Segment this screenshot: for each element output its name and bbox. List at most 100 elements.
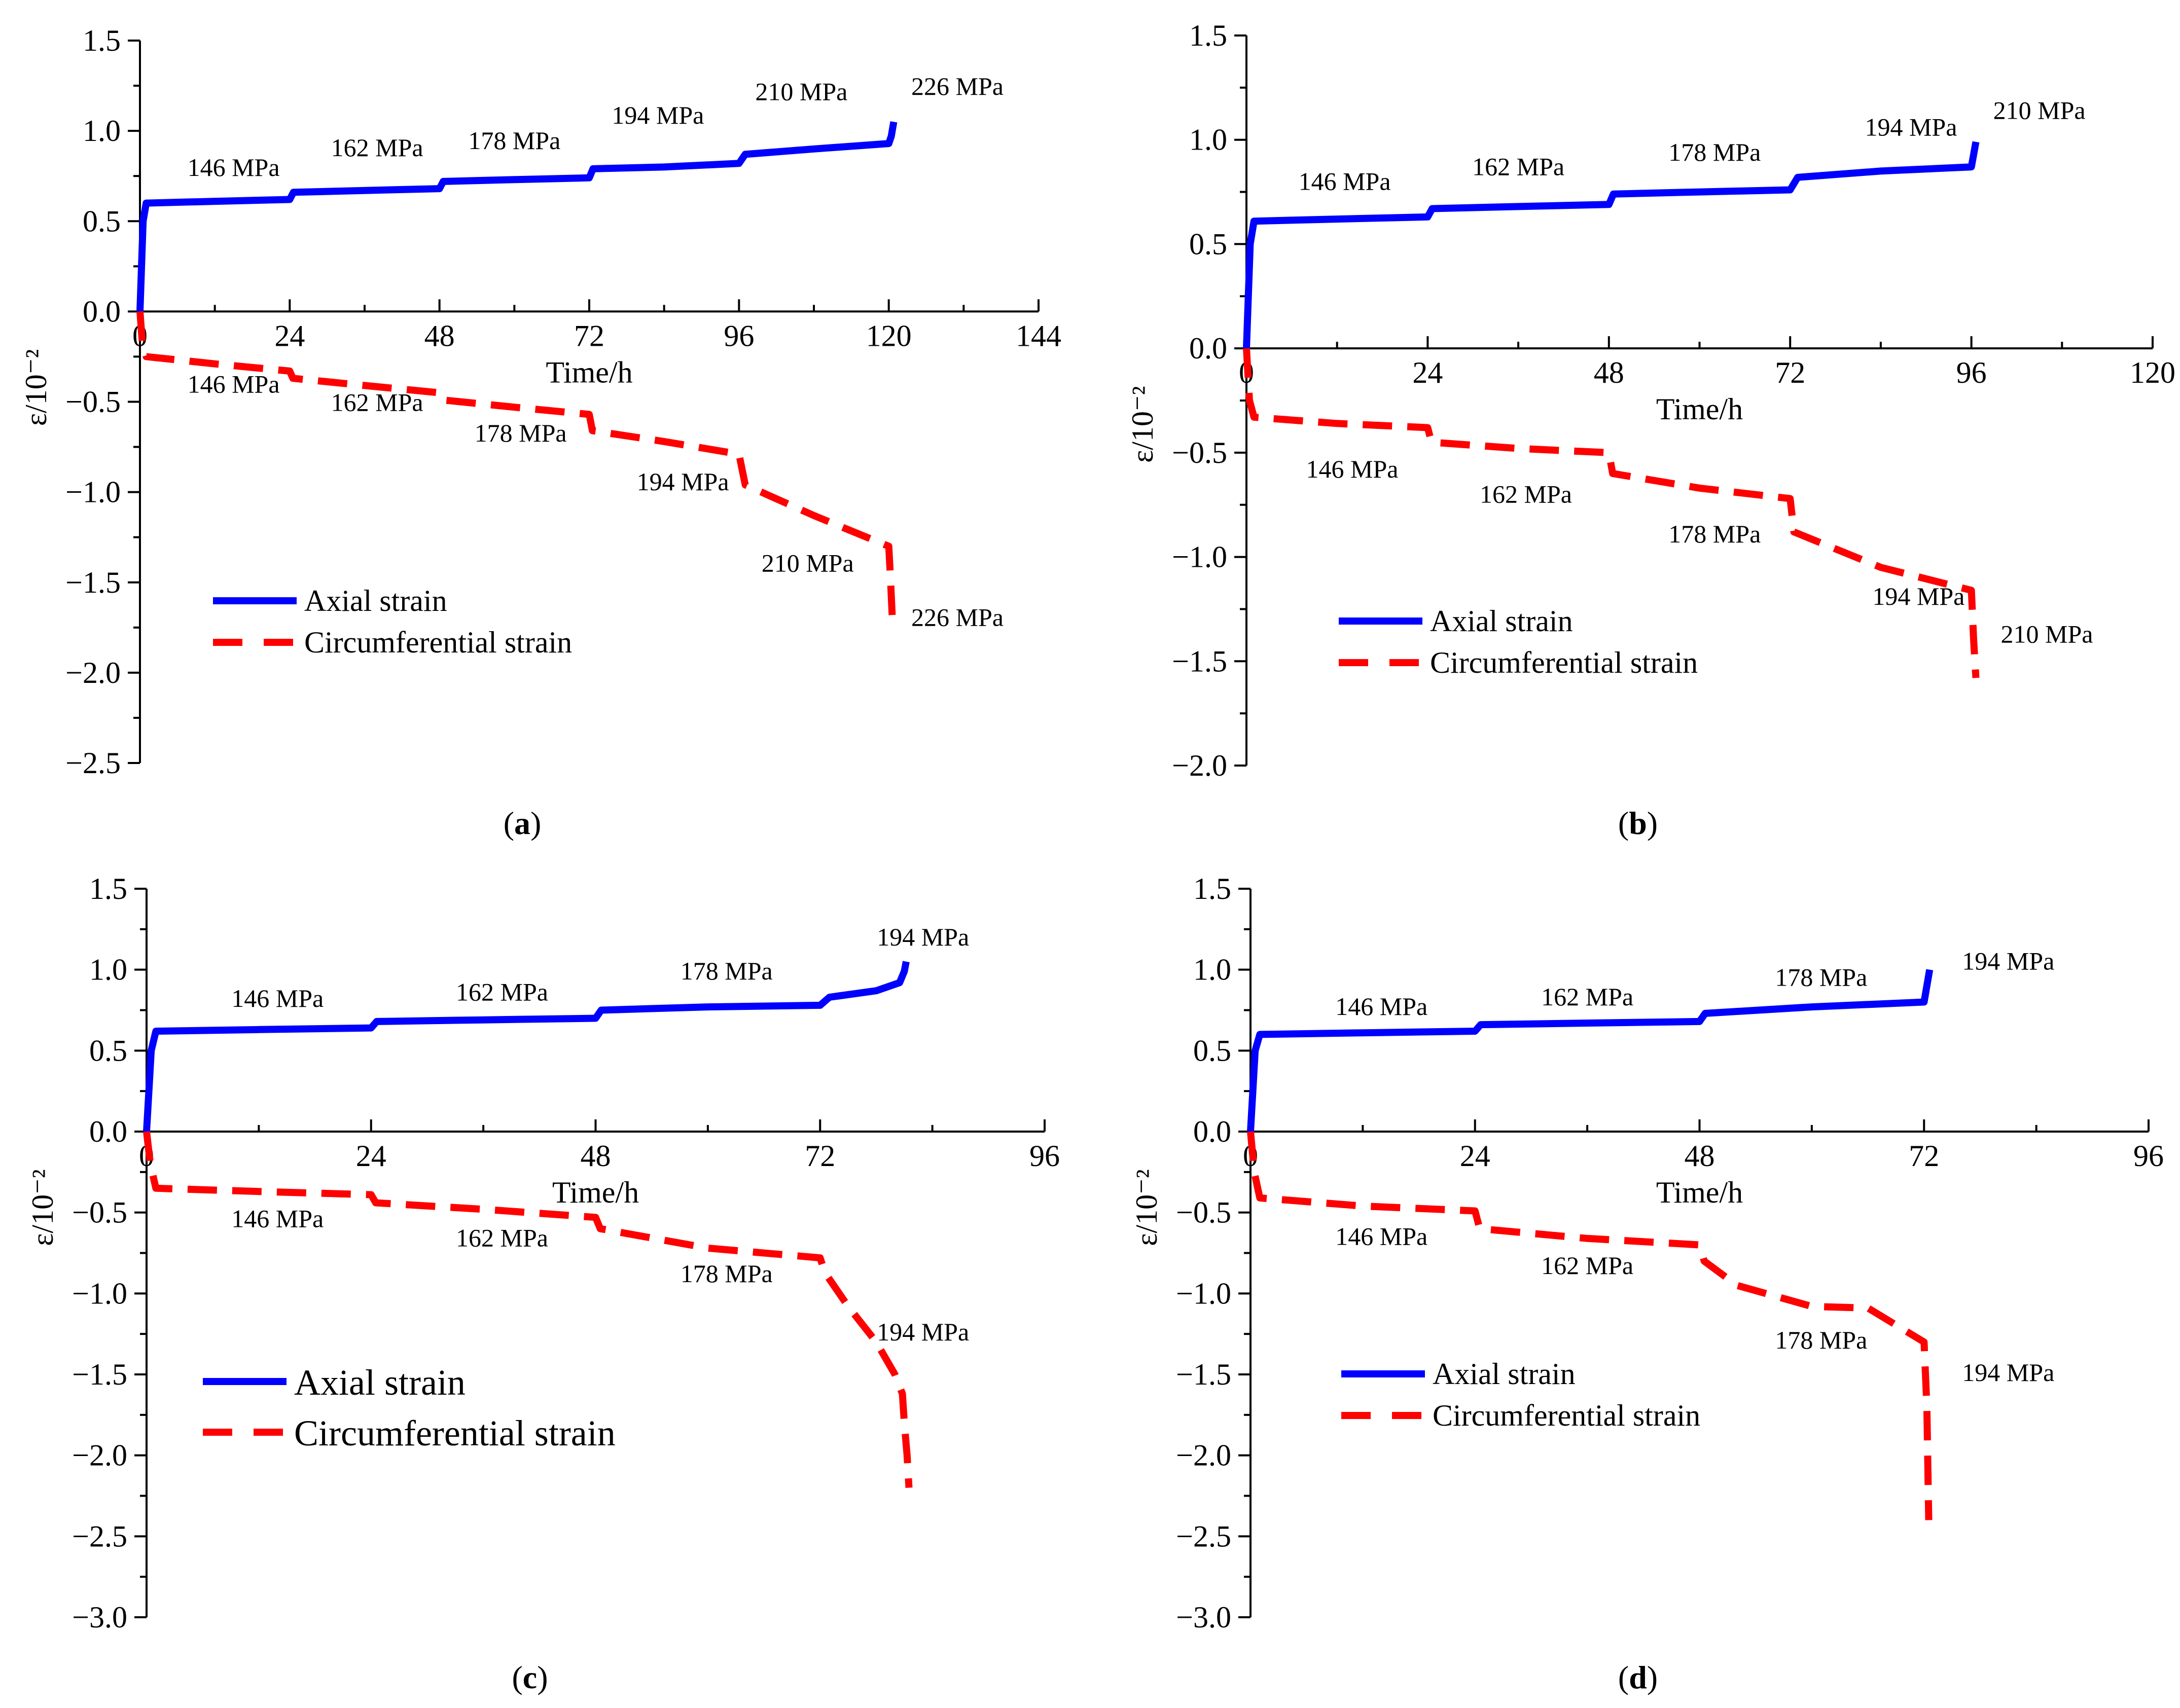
y-tick-label: −1.5 (65, 566, 121, 599)
y-tick-label: −1.0 (72, 1277, 127, 1310)
y-tick-label: 1.0 (1193, 953, 1231, 987)
panel-label: (b) (1618, 805, 1658, 841)
y-tick-label: −0.5 (65, 385, 121, 419)
x-tick-label: 96 (1956, 356, 1987, 389)
circumferential-stress-label: 162 MPa (456, 1224, 548, 1252)
circumferential-stress-label: 146 MPa (188, 370, 280, 398)
axial-stress-label: 162 MPa (1541, 983, 1633, 1011)
x-axis-title: Time/h (1656, 1176, 1743, 1209)
y-tick-label: 0.5 (89, 1034, 127, 1067)
x-tick-label: 72 (1909, 1139, 1939, 1173)
x-tick-label: 96 (1029, 1139, 1060, 1173)
circumferential-stress-label: 178 MPa (1668, 520, 1761, 548)
y-axis-title: ε/10⁻² (19, 349, 53, 426)
circumferential-stress-label: 194 MPa (1872, 582, 1964, 610)
x-axis-title: Time/h (1656, 392, 1743, 426)
y-tick-label: 0.0 (83, 295, 121, 328)
x-tick-label: 24 (274, 319, 305, 352)
axial-stress-label: 162 MPa (331, 133, 423, 162)
panel-letter: c (523, 1659, 537, 1695)
circumferential-stress-label: 194 MPa (877, 1318, 969, 1346)
y-tick-label: −1.5 (1172, 644, 1227, 678)
axial-stress-label: 178 MPa (1775, 963, 1867, 992)
legend: Axial strain Circumferential strain (1341, 1357, 1700, 1432)
legend-axial-label: Axial strain (1433, 1357, 1576, 1391)
y-tick-label: −2.5 (1176, 1519, 1231, 1553)
panel-letter: b (1629, 805, 1647, 841)
legend-axial-label: Axial strain (304, 584, 447, 617)
circumferential-stress-label: 178 MPa (475, 419, 567, 447)
axial-strain-line (143, 961, 910, 1132)
panel-c: 1.51.00.50.0−0.5−1.0−1.5−2.0−2.5−3.00 24 4… (26, 872, 1060, 1695)
panel-b: 1.51.00.50.0−0.5−1.0−1.5−2.00 24 48 72 96 120… (1126, 19, 2175, 841)
axial-stress-label: 210 MPa (755, 78, 847, 106)
circumferential-stress-label: 146 MPa (1306, 455, 1398, 483)
axial-stress-label: 146 MPa (188, 153, 280, 181)
x-tick-label: 120 (2130, 356, 2175, 389)
axial-stress-label: 178 MPa (681, 957, 773, 985)
y-tick-label: −3.0 (1176, 1601, 1231, 1634)
axial-stress-label: 146 MPa (1299, 167, 1391, 195)
x-tick-label: 96 (724, 319, 754, 352)
legend-axial-label: Axial strain (294, 1362, 466, 1403)
circumferential-stress-label: 194 MPa (1962, 1358, 2054, 1387)
axial-stress-label: 162 MPa (456, 977, 548, 1006)
y-tick-label: −2.5 (72, 1519, 127, 1553)
legend-axial-label: Axial strain (1430, 604, 1573, 638)
axial-strain-line (136, 121, 898, 312)
circumferential-stress-label: 178 MPa (681, 1259, 773, 1288)
y-tick-label: −2.5 (65, 746, 121, 780)
circumferential-strain-line (1243, 348, 1980, 678)
circumferential-stress-label: 210 MPa (2001, 620, 2093, 648)
y-tick-label: 1.5 (1193, 872, 1231, 905)
axial-stress-label: 178 MPa (1668, 138, 1761, 166)
y-tick-label: 0.0 (89, 1115, 127, 1148)
y-tick-label: 0.0 (1193, 1115, 1231, 1148)
circumferential-stress-label: 194 MPa (637, 467, 729, 496)
x-tick-label: 144 (1016, 319, 1061, 352)
panel-letter: d (1629, 1659, 1647, 1695)
y-tick-label: −1.0 (65, 476, 121, 509)
panel-label: (d) (1618, 1659, 1658, 1695)
circumferential-stress-label: 162 MPa (331, 388, 423, 416)
x-tick-label: 48 (1594, 356, 1624, 389)
y-tick-label: 1.0 (83, 114, 121, 148)
circumferential-stress-label: 178 MPa (1775, 1326, 1867, 1354)
y-tick-label: 1.5 (1189, 19, 1227, 52)
panel-d: 1.51.00.50.0−0.5−1.0−1.5−2.0−2.5−3.00 24 4… (1130, 872, 2164, 1695)
x-tick-label: 24 (356, 1139, 386, 1173)
y-tick-label: −1.5 (72, 1358, 127, 1391)
x-tick-label: 48 (1685, 1139, 1715, 1173)
y-tick-label: 0.0 (1189, 332, 1227, 365)
axial-stress-label: 194 MPa (1865, 113, 1957, 141)
x-tick-label: 24 (1412, 356, 1443, 389)
y-tick-label: 1.5 (83, 24, 121, 57)
axial-stress-label: 194 MPa (612, 101, 704, 129)
panel-a: 1.51.00.50.0−0.5−1.0−1.5−2.0−2.50 24 48 72 9… (19, 24, 1061, 841)
circumferential-stress-label: 162 MPa (1480, 480, 1572, 508)
legend: Axial strain Circumferential strain (213, 584, 572, 659)
y-tick-label: −3.0 (72, 1601, 127, 1634)
panel-label: (c) (512, 1659, 548, 1695)
axial-stress-label: 194 MPa (1962, 947, 2054, 975)
x-tick-label: 72 (574, 319, 604, 352)
y-tick-label: −2.0 (72, 1439, 127, 1472)
x-tick-label: 24 (1460, 1139, 1490, 1173)
x-tick-label: 48 (424, 319, 455, 352)
x-tick-label: 120 (866, 319, 912, 352)
circumferential-stress-label: 226 MPa (911, 603, 1004, 631)
y-tick-label: −0.5 (72, 1196, 127, 1229)
panel-label: (a) (504, 805, 542, 841)
y-tick-label: 1.5 (89, 872, 127, 905)
x-tick-label: 96 (2133, 1139, 2164, 1173)
circumferential-strain-line (143, 1131, 913, 1488)
x-axis-title: Time/h (552, 1176, 639, 1209)
y-tick-label: −0.5 (1176, 1196, 1231, 1229)
legend: Axial strain Circumferential strain (1339, 604, 1698, 679)
x-axis-title: Time/h (546, 355, 632, 389)
y-tick-label: −2.0 (65, 656, 121, 689)
y-axis-title: ε/10⁻² (1126, 386, 1159, 463)
y-axis-title: ε/10⁻² (26, 1169, 59, 1246)
y-tick-label: −2.0 (1172, 749, 1227, 782)
